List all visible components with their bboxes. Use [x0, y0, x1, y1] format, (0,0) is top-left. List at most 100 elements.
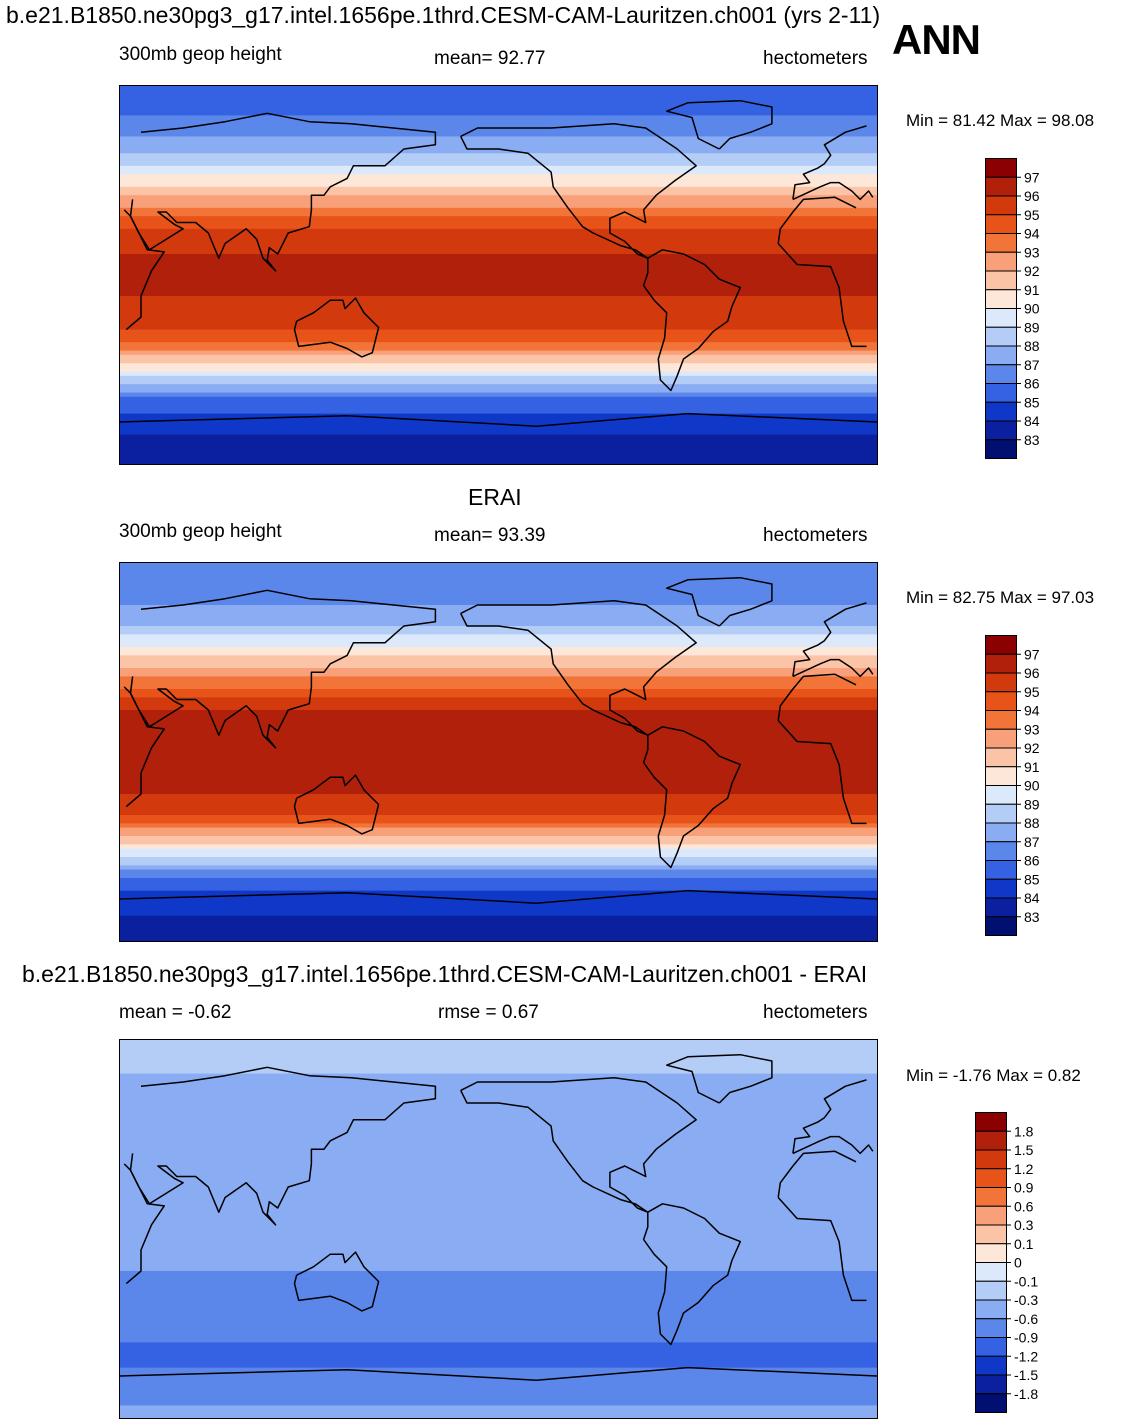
- field-band: [120, 396, 877, 402]
- field-band: [120, 144, 877, 150]
- field-band: [120, 136, 877, 142]
- panel-model-map: [119, 85, 878, 465]
- colorbar-label: 1.8: [1014, 1123, 1034, 1139]
- field-band: [120, 1409, 877, 1415]
- field-band: [120, 90, 877, 95]
- field-band: [120, 380, 877, 385]
- field-band: [120, 1170, 877, 1175]
- panel-diff-minmax: Min = -1.76 Max = 0.82: [906, 1066, 1081, 1085]
- panel-diff-mean: mean = -0.62: [119, 1002, 232, 1023]
- field-band: [120, 1254, 877, 1259]
- field-band: [120, 701, 877, 707]
- field-band: [120, 1401, 877, 1406]
- colorbar-label: 83: [1024, 909, 1040, 925]
- colorbar-swatch: [985, 710, 1017, 730]
- field-band: [120, 1224, 877, 1230]
- coastline-1: [642, 1203, 742, 1346]
- field-band: [120, 354, 877, 360]
- field-band: [120, 869, 877, 875]
- field-band: [120, 621, 877, 627]
- field-band: [120, 258, 877, 263]
- coastline-3: [129, 589, 437, 749]
- panel-diff-units: hectometers: [763, 1002, 868, 1023]
- colorbar-label: 85: [1024, 871, 1040, 887]
- coastline-5: [665, 1053, 773, 1104]
- field-band: [120, 642, 877, 648]
- field-band: [120, 789, 877, 795]
- colorbar-swatch: [975, 1374, 1007, 1395]
- field-band: [120, 651, 877, 656]
- field-band: [120, 170, 877, 175]
- field-band: [120, 1413, 877, 1418]
- coastlines: [120, 576, 877, 904]
- colorbar-swatch: [985, 860, 1017, 880]
- field-band: [120, 94, 877, 100]
- field-band: [120, 794, 877, 799]
- colorbar-swatch: [985, 822, 1017, 843]
- field-band: [120, 731, 877, 736]
- field-band: [120, 140, 877, 146]
- field-band: [120, 1233, 877, 1238]
- field-band: [120, 1174, 877, 1180]
- field-band: [120, 605, 877, 610]
- colorbar-label: 93: [1024, 721, 1040, 737]
- colorbar-swatch: [985, 897, 1017, 918]
- field-band: [120, 123, 877, 129]
- colorbar-swatch: [985, 364, 1017, 384]
- field-band: [120, 266, 877, 272]
- colorbar-label: -1.2: [1014, 1348, 1038, 1364]
- field-band: [120, 283, 877, 289]
- field-band: [120, 1346, 877, 1352]
- field-band: [120, 459, 877, 464]
- panel-obs-mean: mean= 93.39: [434, 525, 546, 546]
- field-band: [120, 1287, 877, 1293]
- field-band: [120, 321, 877, 326]
- colorbar-label: 0.1: [1014, 1236, 1034, 1252]
- field-band: [120, 1103, 877, 1108]
- field-band: [120, 1153, 877, 1159]
- field-band: [120, 212, 877, 217]
- field-band: [120, 434, 877, 440]
- colorbar-swatch: [985, 345, 1017, 366]
- colorbar-swatch: [985, 691, 1017, 711]
- field-band: [120, 873, 877, 879]
- field-band: [120, 592, 877, 598]
- field-band: [120, 924, 877, 929]
- colorbar-swatch: [975, 1205, 1007, 1226]
- field-band: [120, 186, 877, 192]
- field-band: [120, 609, 877, 614]
- field-band: [120, 886, 877, 892]
- colorbar-label: -0.9: [1014, 1330, 1038, 1346]
- field-band: [120, 1313, 877, 1318]
- field-band: [120, 815, 877, 820]
- panel-diff-colorbar: 1.8 1.5 1.2 0.9 0.6 0.3 0.1 0 -0.1 -0.3 -0.6 -0.9 -1…: [975, 1112, 1055, 1414]
- panel-obs-colorbar: 97 96 95 94 93 92 91 90 89 88 87 86 85 84 83: [985, 635, 1065, 937]
- field-band: [120, 1077, 877, 1083]
- field-band: [120, 1195, 877, 1201]
- colorbar-label: 0.6: [1014, 1198, 1034, 1214]
- field-band: [120, 304, 877, 310]
- field-band: [120, 827, 877, 833]
- colorbar-label: 89: [1024, 796, 1040, 812]
- field-band: [120, 308, 877, 314]
- field-band: [120, 1128, 877, 1133]
- colorbar-label: 87: [1024, 834, 1040, 850]
- field-band: [120, 338, 877, 343]
- field-band: [120, 718, 877, 724]
- field-band: [120, 149, 877, 154]
- colorbar-swatch: [985, 270, 1017, 291]
- field-band: [120, 1178, 877, 1184]
- field-band: [120, 1388, 877, 1394]
- field-band: [120, 726, 877, 732]
- field-band: [120, 1245, 877, 1251]
- coastline-3: [792, 181, 874, 201]
- colorbar-label: 0.3: [1014, 1217, 1034, 1233]
- field-band: [120, 563, 877, 568]
- colorbar-swatch: [985, 176, 1017, 197]
- field-band: [120, 1258, 877, 1264]
- field-band: [120, 1157, 877, 1163]
- field-bands: [120, 1040, 877, 1418]
- colorbar-swatch: [985, 747, 1017, 768]
- colorbar-label: 96: [1024, 665, 1040, 681]
- field-band: [120, 1061, 877, 1066]
